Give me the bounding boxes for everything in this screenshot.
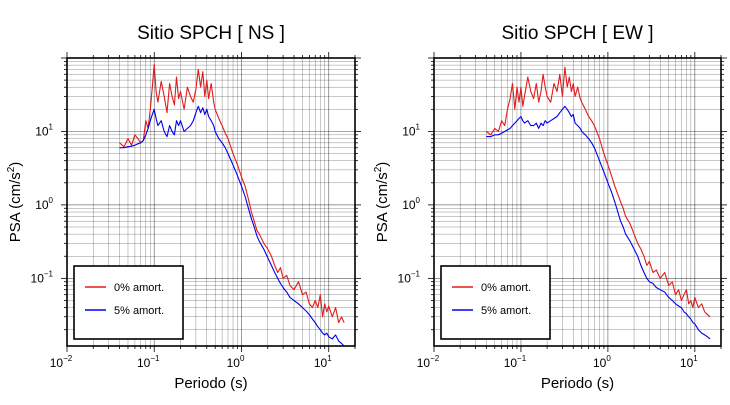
series-group (485, 66, 711, 340)
grid (66, 57, 356, 346)
y-tick-label: 10−1 (398, 269, 421, 285)
grid (433, 57, 722, 346)
legend-box (440, 265, 551, 340)
y-tick-label: 100 (35, 196, 53, 212)
x-axis-label: Periodo (s) (541, 375, 614, 392)
legend-box (73, 265, 184, 340)
plot-frame (433, 57, 722, 347)
x-axis-label: Periodo (s) (174, 375, 247, 392)
y-tick-label: 100 (402, 196, 420, 212)
series-line-amort-0 (485, 66, 711, 318)
x-tick-label: 10−1 (137, 354, 160, 370)
y-tick-label: 101 (402, 122, 420, 138)
x-tick-label: 101 (314, 354, 332, 370)
chart-panel-1: 10−2 10−1 100 101 10−1 100 101 Sitio SPCH [ NS … (6, 23, 361, 392)
legend-label-2: 5% amort. (114, 305, 164, 317)
series-line-amort-5 (119, 105, 345, 346)
x-tick-label: 10−2 (50, 354, 73, 370)
y-tick-label: 101 (35, 122, 53, 138)
legend-label-1: 0% amort. (481, 282, 531, 294)
y-tick-label: 10−1 (31, 269, 54, 285)
legend: 0% amort. 5% amort. (73, 265, 184, 340)
chart-title: Sitio SPCH [ NS ] (137, 23, 285, 44)
legend: 0% amort. 5% amort. (440, 265, 551, 340)
chart-title: Sitio SPCH [ EW ] (501, 23, 653, 44)
x-tick-label: 10−2 (417, 354, 440, 370)
x-tick-label: 100 (227, 354, 245, 370)
series-line-amort-5 (486, 105, 711, 340)
x-tick-label: 10−1 (504, 354, 527, 370)
y-axis-label: PSA (cm/s2) (6, 162, 24, 243)
x-tick-label: 100 (593, 354, 611, 370)
plot-frame (66, 57, 356, 347)
series-group (119, 63, 345, 346)
x-tick-label: 101 (680, 354, 698, 370)
legend-label-2: 5% amort. (481, 305, 531, 317)
y-axis-label: PSA (cm/s2) (373, 162, 391, 243)
chart-panel-2: 10−2 10−1 100 101 10−1 100 101 Sitio SPCH [ EW … (373, 23, 727, 392)
series-line-amort-0 (119, 63, 345, 324)
legend-label-1: 0% amort. (114, 282, 164, 294)
